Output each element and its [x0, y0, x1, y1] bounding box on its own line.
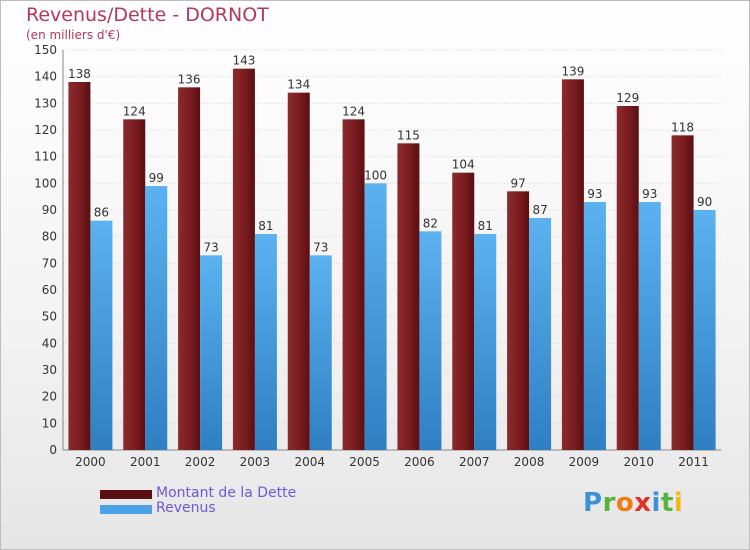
bar-debt: [232, 68, 255, 451]
value-label: 93: [642, 187, 657, 201]
value-label: 143: [232, 54, 255, 68]
bar-debt: [561, 79, 584, 450]
bar-debt: [342, 119, 365, 450]
legend-swatch-revenue: [100, 505, 152, 514]
x-tick-label: 2004: [294, 455, 325, 469]
legend-swatch-debt: [100, 490, 152, 499]
legend-label-debt: Montant de la Dette: [156, 485, 297, 501]
value-label: 115: [397, 128, 420, 142]
value-label: 73: [313, 240, 328, 254]
x-tick-label: 2006: [404, 455, 435, 469]
bar-debt: [123, 119, 146, 450]
x-tick-label: 2005: [349, 455, 380, 469]
y-tick-label: 20: [42, 390, 57, 404]
bar-revenue: [693, 210, 716, 450]
value-label: 124: [123, 104, 146, 118]
bar-revenue: [254, 234, 277, 450]
x-tick-label: 2001: [130, 455, 161, 469]
bar-revenue: [90, 220, 113, 450]
bar-revenue: [638, 202, 661, 450]
value-label: 99: [149, 171, 164, 185]
value-label: 93: [587, 187, 602, 201]
value-label: 134: [287, 78, 310, 92]
value-label: 82: [423, 216, 438, 230]
proxiti-logo: Proxiti: [583, 488, 684, 518]
x-tick-label: 2007: [459, 455, 490, 469]
x-tick-label: 2009: [569, 455, 600, 469]
y-tick-label: 90: [42, 203, 57, 217]
bar-revenue: [419, 231, 442, 450]
value-label: 81: [258, 219, 273, 233]
value-label: 86: [94, 206, 109, 220]
value-label: 136: [178, 72, 201, 86]
bar-debt: [507, 191, 530, 451]
bar-revenue: [474, 234, 497, 450]
y-tick-label: 40: [42, 336, 57, 350]
bar-debt: [178, 87, 201, 450]
value-label: 124: [342, 104, 365, 118]
x-tick-label: 2011: [678, 455, 709, 469]
bar-debt: [397, 143, 420, 451]
value-label: 87: [532, 203, 547, 217]
x-tick-label: 2003: [240, 455, 271, 469]
value-label: 104: [452, 158, 475, 172]
y-tick-label: 60: [42, 283, 57, 297]
value-label: 129: [616, 91, 639, 105]
y-tick-label: 120: [34, 123, 57, 137]
x-tick-label: 2010: [623, 455, 654, 469]
y-tick-label: 0: [49, 443, 57, 457]
y-tick-label: 100: [34, 176, 57, 190]
y-axis-ticks: 0 10 20 30 40 50 60 70 80 90 100 110 120 130 140 150: [34, 43, 721, 457]
value-label: 73: [203, 240, 218, 254]
bar-revenue: [529, 218, 552, 450]
y-tick-label: 80: [42, 230, 57, 244]
bar-revenue: [583, 202, 606, 450]
y-tick-label: 140: [34, 70, 57, 84]
value-label: 118: [671, 120, 694, 134]
value-labels: 138 86 124 99 136 73 143 81 134 73 124 100 115 82 104 8…: [68, 54, 712, 255]
value-label: 90: [697, 195, 712, 209]
value-label: 100: [364, 168, 387, 182]
value-label: 97: [510, 176, 525, 190]
bar-revenue: [309, 255, 332, 450]
x-tick-label: 2000: [75, 455, 106, 469]
y-tick-label: 70: [42, 256, 57, 270]
bar-revenue: [145, 186, 168, 450]
bar-debt: [616, 106, 639, 450]
bar-debt: [68, 82, 91, 450]
bar-revenue: [364, 183, 387, 451]
value-label: 138: [68, 67, 91, 81]
y-tick-label: 30: [42, 363, 57, 377]
chart-title: Revenus/Dette - DORNOT: [26, 4, 269, 26]
legend-label-revenue: Revenus: [156, 500, 216, 516]
y-tick-label: 10: [42, 416, 57, 430]
chart-subtitle: (en milliers d'€): [26, 28, 121, 42]
bar-debt: [287, 92, 310, 451]
y-tick-label: 150: [34, 43, 57, 57]
x-tick-label: 2008: [514, 455, 545, 469]
value-label: 139: [561, 64, 584, 78]
y-tick-label: 130: [34, 96, 57, 110]
bar-debt: [671, 135, 694, 451]
bar-revenue: [200, 255, 223, 450]
y-tick-label: 50: [42, 310, 57, 324]
y-tick-label: 110: [34, 150, 57, 164]
value-label: 81: [478, 219, 493, 233]
bar-debt: [452, 172, 475, 450]
bars: [68, 68, 716, 451]
x-axis-ticks: 2000 2001 2002 2003 2004 2005 2006 2007 2008 2009…: [75, 455, 709, 469]
x-tick-label: 2002: [185, 455, 216, 469]
